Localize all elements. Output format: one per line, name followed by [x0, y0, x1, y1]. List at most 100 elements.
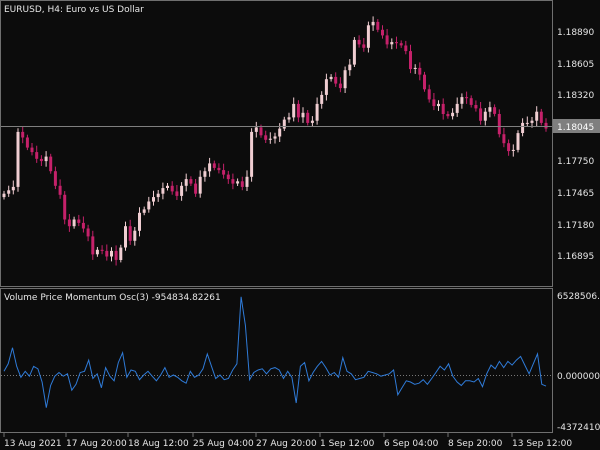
candle-body: [236, 181, 240, 184]
candle-body: [338, 83, 342, 89]
price-tick: 1.17465: [557, 189, 594, 199]
candle-body: [278, 128, 282, 137]
candle-body: [539, 111, 543, 123]
candle-body: [49, 156, 53, 172]
time-tick: 27 Aug 20:00: [256, 439, 317, 449]
candle-body: [282, 119, 286, 129]
candle-body: [441, 103, 445, 114]
candle-body: [16, 131, 20, 187]
candle-body: [385, 35, 389, 45]
candle-body: [465, 97, 469, 99]
candle-body: [170, 185, 174, 192]
indicator-tick: -4372410.3: [557, 423, 600, 433]
price-tick: 1.18320: [557, 91, 594, 101]
indicator-axis: 6528506.32 0.000000 -4372410.3: [557, 292, 600, 433]
candle-body: [395, 42, 398, 44]
candle-body: [77, 219, 81, 223]
candle-body: [469, 98, 473, 105]
oscillator-line: [3, 296, 547, 408]
candle-body: [320, 94, 324, 104]
candle-body: [287, 117, 291, 120]
candle-body: [479, 108, 483, 121]
candle-body: [67, 219, 71, 227]
candle-body: [371, 21, 375, 26]
candle-body: [460, 97, 464, 104]
candle-body: [535, 111, 539, 121]
candle-body: [161, 188, 165, 194]
candle-body: [427, 89, 431, 100]
candle-body: [180, 185, 184, 196]
candle-body: [100, 249, 104, 251]
candle-body: [390, 42, 394, 45]
candle-body: [166, 185, 169, 188]
candle-body: [2, 193, 6, 198]
candle-body: [516, 133, 520, 150]
candle-body: [502, 134, 506, 144]
candle-body: [507, 143, 511, 152]
indicator-tick: 6528506.32: [557, 292, 600, 302]
candle-body: [521, 122, 525, 133]
candle-body: [301, 112, 305, 118]
candle-body: [25, 137, 29, 148]
candle-body: [231, 179, 235, 184]
time-tick: 13 Sep 12:00: [512, 439, 572, 449]
candle-body: [198, 176, 202, 194]
candle-body: [497, 114, 501, 135]
candle-body: [175, 191, 179, 196]
candle-body: [352, 39, 356, 65]
candle-body: [133, 230, 137, 241]
candle-body: [525, 122, 529, 124]
candle-body: [30, 147, 34, 153]
candle-body: [343, 70, 347, 89]
candle-body: [296, 103, 300, 118]
candle-body: [493, 107, 497, 114]
candle-body: [446, 114, 450, 117]
candle-body: [212, 163, 216, 168]
candle-body: [208, 163, 212, 172]
candle-body: [91, 236, 95, 255]
candle-body: [124, 226, 127, 248]
candle-body: [329, 76, 333, 80]
time-tick: 17 Aug 20:00: [66, 439, 127, 449]
time-tick: 8 Sep 20:00: [448, 439, 503, 449]
candle-body: [119, 247, 123, 260]
price-axis: 1.18890 1.18605 1.18320 1.17750 1.17465 …: [557, 28, 594, 262]
candle-body: [86, 228, 90, 237]
candle-body: [81, 222, 85, 229]
candle-body: [254, 127, 258, 132]
price-tick: 1.18605: [557, 60, 594, 70]
price-tick: 1.17750: [557, 157, 594, 167]
candle-body: [474, 105, 478, 109]
candle-body: [366, 25, 370, 48]
candle-body: [138, 212, 141, 231]
time-tick: 13 Aug 2021: [4, 439, 62, 449]
candle-body: [7, 190, 11, 194]
candle-body: [292, 103, 296, 118]
candle-body: [362, 44, 366, 48]
candle-body: [44, 156, 48, 162]
candle-body: [189, 179, 193, 184]
indicator-title: Volume Price Momentum Osc(3) -954834.822…: [4, 293, 221, 303]
time-tick: 18 Aug 12:00: [128, 439, 189, 449]
main-chart-frame: [0, 0, 553, 287]
candle-body: [63, 194, 67, 220]
candle-body: [35, 152, 39, 159]
candle-body: [142, 209, 146, 213]
candle-body: [95, 249, 99, 255]
candle-body: [399, 43, 403, 46]
candle-body: [184, 179, 188, 186]
candle-body: [53, 171, 57, 186]
bid-price-label: 1.18045: [557, 123, 594, 133]
candle-body: [259, 127, 263, 136]
candle-body: [245, 176, 249, 187]
candle-body: [315, 103, 319, 121]
candle-body: [334, 76, 338, 84]
candle-body: [423, 74, 426, 90]
candle-body: [324, 79, 328, 95]
candle-body: [455, 103, 459, 113]
candle-body: [128, 226, 132, 241]
candle-body: [376, 21, 380, 30]
candle-body: [222, 170, 226, 175]
candle-body: [226, 174, 230, 180]
